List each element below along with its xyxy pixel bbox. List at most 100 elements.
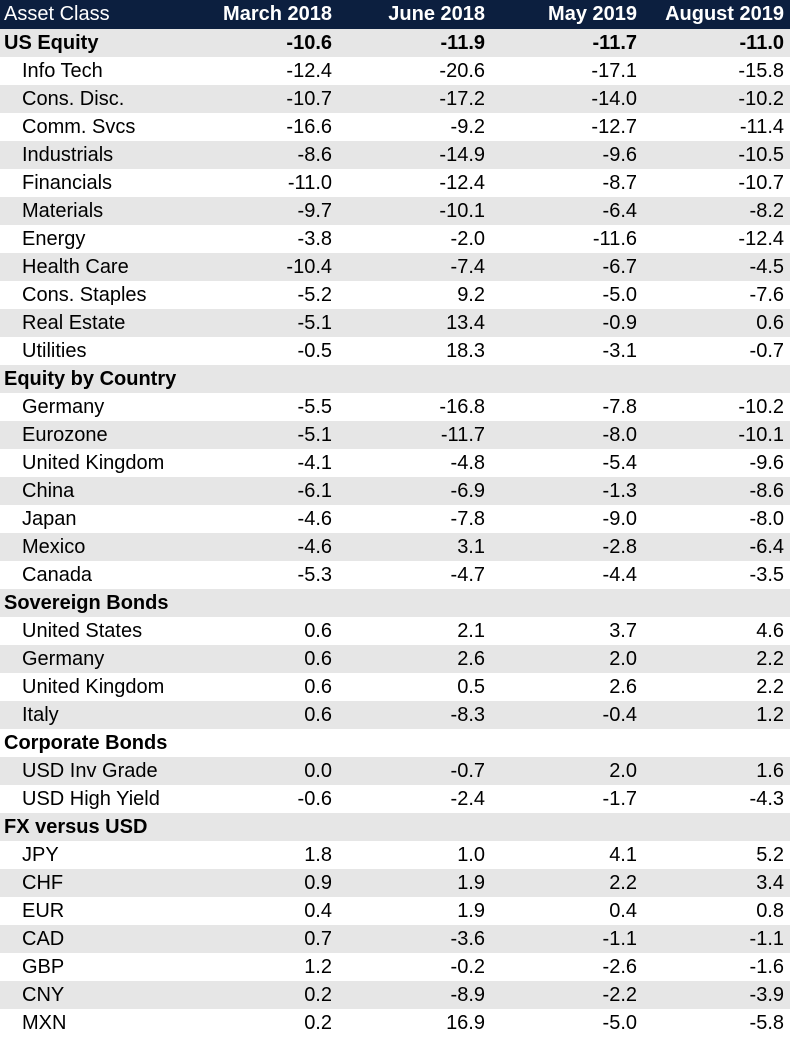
cell-august-2019: 1.2 — [756, 703, 784, 726]
cell-march-2018: 1.8 — [304, 843, 332, 866]
cell-june-2018: -11.7 — [440, 423, 485, 446]
cell-august-2019: -9.6 — [749, 451, 784, 474]
row-label: CNY — [22, 983, 65, 1006]
cell-august-2019: -0.7 — [749, 339, 784, 362]
cell-march-2018: 0.6 — [304, 675, 332, 698]
column-header-june-2018: June 2018 — [388, 3, 485, 25]
cell-august-2019: -10.5 — [738, 143, 784, 166]
cell-may-2019 — [491, 729, 643, 757]
row-label: United Kingdom — [22, 675, 165, 698]
cell-august-2019: -10.1 — [738, 423, 784, 446]
cell-june-2018: -20.6 — [439, 59, 485, 82]
cell-june-2018: 18.3 — [446, 339, 485, 362]
row-label: Info Tech — [22, 59, 103, 82]
header-row: Asset Class March 2018 June 2018 May 201… — [0, 0, 790, 29]
cell-march-2018: -5.1 — [297, 311, 332, 334]
table-row: Mexico -4.6 3.1 -2.8 -6.4 — [0, 533, 790, 561]
cell-march-2018: 0.7 — [304, 927, 332, 950]
cell-august-2019: -3.5 — [749, 563, 784, 586]
cell-june-2018: -0.7 — [450, 759, 485, 782]
cell-august-2019: -4.5 — [749, 255, 784, 278]
cell-june-2018: -10.1 — [439, 199, 485, 222]
row-label: Energy — [22, 227, 86, 250]
row-label: Cons. Disc. — [22, 87, 125, 110]
row-label: Cons. Staples — [22, 283, 147, 306]
cell-june-2018: -3.6 — [450, 927, 485, 950]
cell-august-2019: 3.4 — [756, 871, 784, 894]
table-body: US Equity -10.6 -11.9 -11.7 -11.0 Info Tech -1… — [0, 29, 790, 1037]
cell-june-2018: -7.4 — [450, 255, 485, 278]
cell-march-2018: -10.4 — [286, 255, 332, 278]
cell-june-2018: 1.9 — [457, 871, 485, 894]
section-label: FX versus USD — [4, 815, 148, 838]
table-row: United Kingdom -4.1 -4.8 -5.4 -9.6 — [0, 449, 790, 477]
table-row: CNY 0.2 -8.9 -2.2 -3.9 — [0, 981, 790, 1009]
table-row: Eurozone -5.1 -11.7 -8.0 -10.1 — [0, 421, 790, 449]
table-row: CAD 0.7 -3.6 -1.1 -1.1 — [0, 925, 790, 953]
row-label: Financials — [22, 171, 113, 194]
cell-may-2019 — [491, 813, 643, 841]
cell-may-2019: -5.0 — [602, 283, 637, 306]
cell-august-2019: -3.9 — [749, 983, 784, 1006]
table-row: USD High Yield -0.6 -2.4 -1.7 -4.3 — [0, 785, 790, 813]
cell-may-2019: -1.7 — [602, 787, 637, 810]
cell-june-2018: -8.9 — [450, 983, 485, 1006]
cell-june-2018: 1.0 — [457, 843, 485, 866]
cell-may-2019: -7.8 — [602, 395, 637, 418]
cell-march-2018: -11.0 — [287, 171, 332, 194]
table-row: Canada -5.3 -4.7 -4.4 -3.5 — [0, 561, 790, 589]
section-row: Corporate Bonds — [0, 729, 790, 757]
cell-march-2018: -5.2 — [297, 283, 332, 306]
column-header-march-2018: March 2018 — [223, 3, 332, 25]
cell-june-2018 — [338, 589, 491, 617]
row-label: Germany — [22, 395, 105, 418]
cell-may-2019: -4.4 — [602, 563, 637, 586]
cell-march-2018: -4.1 — [297, 451, 332, 474]
cell-june-2018: 2.6 — [457, 647, 485, 670]
cell-august-2019 — [643, 813, 790, 841]
row-label: Canada — [22, 563, 93, 586]
cell-march-2018: -12.4 — [286, 59, 332, 82]
cell-may-2019: 2.0 — [609, 647, 637, 670]
cell-august-2019 — [643, 589, 790, 617]
cell-march-2018: 0.6 — [304, 619, 332, 642]
cell-august-2019: -8.0 — [749, 507, 784, 530]
table-header: Asset Class March 2018 June 2018 May 201… — [0, 0, 790, 29]
cell-august-2019 — [643, 729, 790, 757]
table-row: Italy 0.6 -8.3 -0.4 1.2 — [0, 701, 790, 729]
cell-august-2019: 0.6 — [756, 311, 784, 334]
cell-august-2019: 2.2 — [756, 647, 784, 670]
table-row: Utilities -0.5 18.3 -3.1 -0.7 — [0, 337, 790, 365]
row-label: United States — [22, 619, 143, 642]
cell-march-2018: -16.6 — [286, 115, 332, 138]
cell-may-2019: -2.8 — [602, 535, 637, 558]
section-label: Equity by Country — [4, 367, 177, 390]
cell-march-2018: 0.6 — [304, 703, 332, 726]
cell-june-2018: 1.9 — [457, 899, 485, 922]
cell-may-2019: -9.6 — [602, 143, 637, 166]
cell-august-2019: -10.7 — [738, 171, 784, 194]
table-row: Germany -5.5 -16.8 -7.8 -10.2 — [0, 393, 790, 421]
section-row: Equity by Country — [0, 365, 790, 393]
cell-august-2019: -11.4 — [739, 115, 784, 138]
table-row: United States 0.6 2.1 3.7 4.6 — [0, 617, 790, 645]
row-label: Germany — [22, 647, 105, 670]
table-row: MXN 0.2 16.9 -5.0 -5.8 — [0, 1009, 790, 1037]
cell-may-2019: 4.1 — [609, 843, 637, 866]
cell-june-2018: -11.9 — [440, 31, 485, 54]
cell-august-2019: -4.3 — [749, 787, 784, 810]
cell-august-2019: 1.6 — [756, 759, 784, 782]
cell-august-2019: 4.6 — [756, 619, 784, 642]
table-row: United Kingdom 0.6 0.5 2.6 2.2 — [0, 673, 790, 701]
cell-march-2018: -4.6 — [297, 507, 332, 530]
cell-march-2018 — [185, 813, 338, 841]
row-label: Industrials — [22, 143, 114, 166]
section-row: US Equity -10.6 -11.9 -11.7 -11.0 — [0, 29, 790, 57]
cell-may-2019: -11.7 — [592, 31, 637, 54]
cell-may-2019: -11.6 — [592, 227, 637, 250]
row-label: China — [22, 479, 75, 502]
table-row: Materials -9.7 -10.1 -6.4 -8.2 — [0, 197, 790, 225]
cell-august-2019: -6.4 — [749, 535, 784, 558]
cell-august-2019: -11.0 — [739, 31, 784, 54]
